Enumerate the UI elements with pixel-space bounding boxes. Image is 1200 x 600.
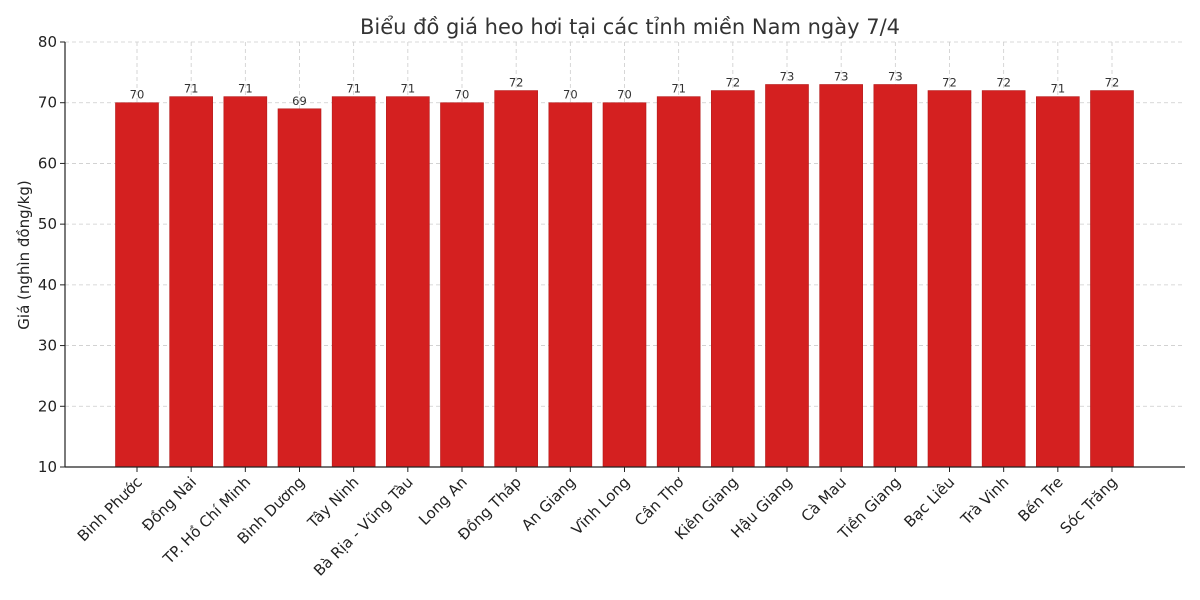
data-label: 71 <box>238 82 253 96</box>
bar <box>1036 96 1080 468</box>
y-tick-label: 50 <box>38 215 57 233</box>
x-tick-label: Trà Vinh <box>956 473 1012 529</box>
x-tick-label: Cần Thơ <box>631 473 688 530</box>
y-tick-label: 70 <box>38 94 57 112</box>
bar <box>1090 90 1134 468</box>
data-label: 69 <box>292 94 307 108</box>
y-tick-label: 40 <box>38 276 57 294</box>
bar <box>927 90 972 468</box>
bar <box>819 84 863 468</box>
chart-title: Biểu đồ giá heo hơi tại các tỉnh miền Na… <box>360 15 900 39</box>
data-label: 73 <box>780 70 795 84</box>
data-label: 70 <box>130 88 145 102</box>
bar <box>494 90 538 468</box>
data-label: 70 <box>455 88 470 102</box>
data-label: 72 <box>1105 76 1120 90</box>
y-tick-label: 10 <box>38 458 57 476</box>
bar <box>169 96 213 468</box>
data-label: 71 <box>401 82 416 96</box>
data-label: 72 <box>509 76 524 90</box>
x-tick-label: Sóc Trăng <box>1056 473 1120 537</box>
bar <box>765 84 809 468</box>
bar <box>981 90 1026 468</box>
axes <box>60 41 1185 472</box>
x-tick-label: Long An <box>415 473 471 529</box>
bar <box>115 102 159 468</box>
y-tick-label: 30 <box>38 337 57 355</box>
data-label: 72 <box>942 76 957 90</box>
x-tick-label: Bà Rịa - Vũng Tàu <box>310 473 417 580</box>
data-label: 70 <box>617 88 632 102</box>
y-tick-label: 60 <box>38 154 57 172</box>
bar <box>331 96 376 468</box>
x-tick-label: Bình Phước <box>74 473 146 545</box>
data-label: 71 <box>1051 82 1066 96</box>
data-label: 72 <box>726 76 741 90</box>
data-label: 73 <box>834 70 849 84</box>
bar <box>711 90 755 468</box>
bar <box>873 84 918 468</box>
bar <box>277 108 322 468</box>
x-tick-label: Bạc Liêu <box>901 473 959 531</box>
bar <box>223 96 268 468</box>
bar <box>602 102 647 468</box>
x-tick-label: Cà Mau <box>798 473 850 525</box>
bar <box>656 96 701 468</box>
data-label: 71 <box>346 82 361 96</box>
bars <box>115 84 1134 468</box>
x-tick-label: Vĩnh Long <box>568 473 633 538</box>
data-label: 70 <box>563 88 578 102</box>
bar <box>440 102 484 468</box>
data-label: 71 <box>671 82 686 96</box>
y-tick-label: 80 <box>38 33 57 51</box>
data-label: 72 <box>996 76 1011 90</box>
bar <box>386 96 430 468</box>
data-label: 73 <box>888 70 903 84</box>
bar <box>548 102 593 468</box>
y-axis-label: Giá (nghìn đồng/kg) <box>15 180 33 329</box>
x-tick-label: Bến Tre <box>1014 473 1066 525</box>
y-tick-label: 20 <box>38 397 57 415</box>
data-label: 71 <box>184 82 199 96</box>
